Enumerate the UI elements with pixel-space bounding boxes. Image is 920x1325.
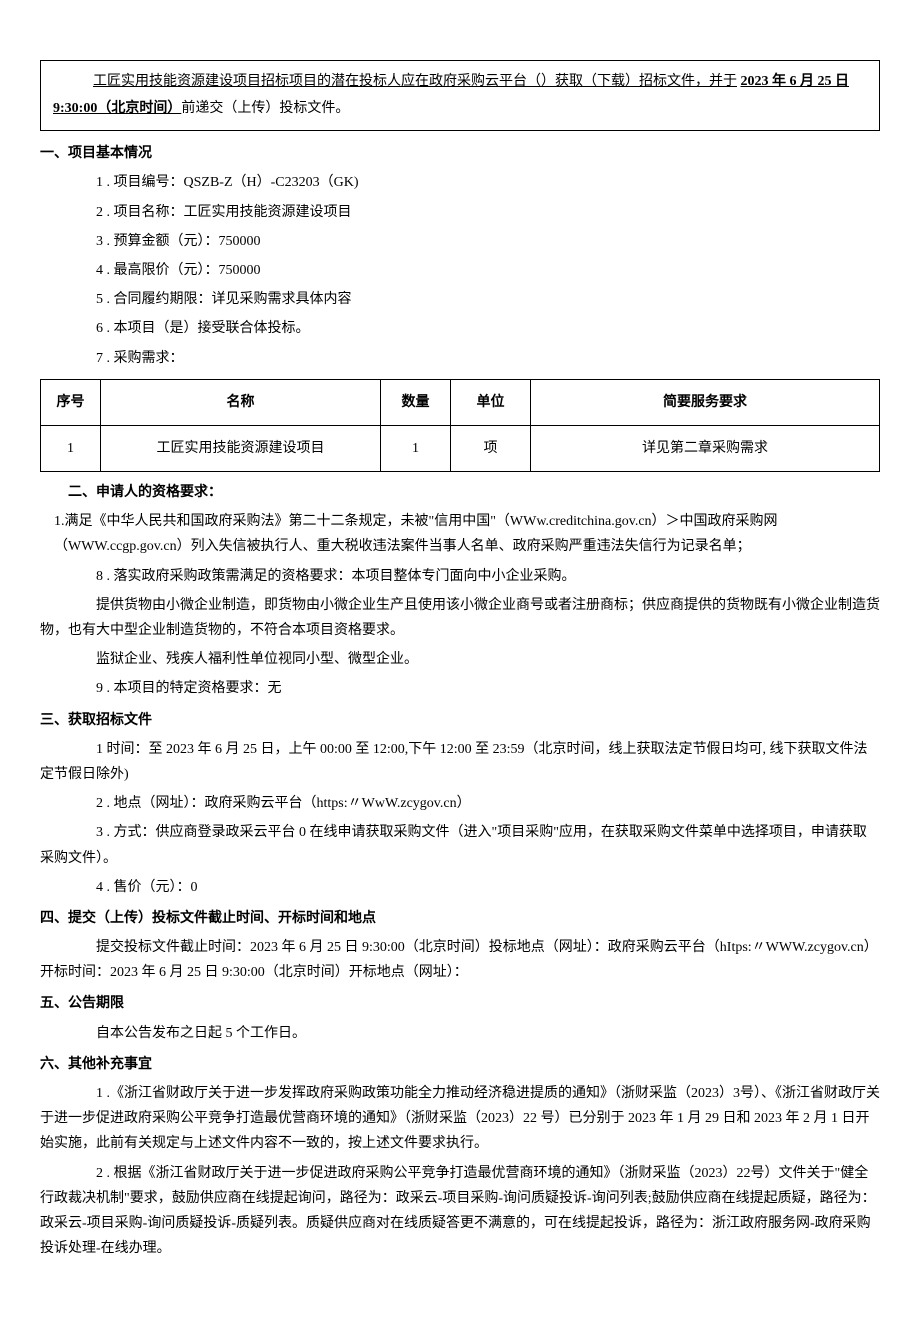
table-row: 1 工匠实用技能资源建设项目 1 项 详见第二章采购需求 — [41, 425, 880, 471]
section2-title: 二、申请人的资格要求： — [40, 480, 880, 505]
section2-item8: 8 . 落实政府采购政策需满足的资格要求：本项目整体专门面向中小企业采购。 — [40, 564, 880, 589]
th-name: 名称 — [101, 379, 381, 425]
td-req: 详见第二章采购需求 — [531, 425, 880, 471]
section4-p1-wrap: 提交投标文件截止时间：2023 年 6 月 25 日 9:30:00（北京时间）… — [40, 935, 880, 985]
th-unit: 单位 — [451, 379, 531, 425]
section4-title: 四、提交（上传）投标文件截止时间、开标时间和地点 — [40, 906, 880, 931]
section5-title: 五、公告期限 — [40, 991, 880, 1016]
section6-p2-wrap: 2 . 根据《浙江省财政厅关于进一步促进政府采购公平竞争打造最优营商环境的通知》… — [40, 1161, 880, 1262]
section1-item: 2 . 项目名称：工匠实用技能资源建设项目 — [40, 200, 880, 225]
td-name: 工匠实用技能资源建设项目 — [101, 425, 381, 471]
section5-p1: 自本公告发布之日起 5 个工作日。 — [40, 1021, 880, 1046]
section6-p1-wrap: 1 .《浙江省财政厅关于进一步发挥政府采购政策功能全力推动经济稳进提质的通知》（… — [40, 1081, 880, 1157]
section6-title: 六、其他补充事宜 — [40, 1052, 880, 1077]
table-header-row: 序号 名称 数量 单位 简要服务要求 — [41, 379, 880, 425]
notice-box: 工匠实用技能资源建设项目招标项目的潜在投标人应在政府采购云平台（）获取（下载）招… — [40, 60, 880, 131]
section3-p1: 1 时间：至 2023 年 6 月 25 日，上午 00:00 至 12:00,… — [40, 737, 880, 787]
section2-item9: 9 . 本项目的特定资格要求：无 — [40, 676, 880, 701]
section1-title: 一、项目基本情况 — [40, 141, 880, 166]
th-req: 简要服务要求 — [531, 379, 880, 425]
section3-p1-wrap: 1 时间：至 2023 年 6 月 25 日，上午 00:00 至 12:00,… — [40, 737, 880, 787]
requirements-table: 序号 名称 数量 单位 简要服务要求 1 工匠实用技能资源建设项目 1 项 详见… — [40, 379, 880, 472]
section3-p3: 3 . 方式：供应商登录政采云平台 0 在线申请获取采购文件（进入"项目采购"应… — [40, 820, 880, 870]
th-qty: 数量 — [381, 379, 451, 425]
section4-p1: 提交投标文件截止时间：2023 年 6 月 25 日 9:30:00（北京时间）… — [40, 935, 880, 985]
section3-item2: 2 . 地点（网址）：政府采购云平台（https:〃WwW.zcygov.cn） — [40, 791, 880, 816]
section1-item: 4 . 最高限价（元）：750000 — [40, 258, 880, 283]
th-seq: 序号 — [41, 379, 101, 425]
section1-item: 1 . 项目编号：QSZB-Z（H）-C23203（GK) — [40, 170, 880, 195]
section2-p2-wrap: 提供货物由小微企业制造，即货物由小微企业生产且使用该小微企业商号或者注册商标；供… — [40, 593, 880, 643]
section3-p3-wrap: 3 . 方式：供应商登录政采云平台 0 在线申请获取采购文件（进入"项目采购"应… — [40, 820, 880, 870]
section2-p3: 监狱企业、残疾人福利性单位视同小型、微型企业。 — [40, 647, 880, 672]
notice-line1: 工匠实用技能资源建设项目招标项目的潜在投标人应在政府采购云平台（）获取（下载）招… — [93, 74, 737, 89]
td-qty: 1 — [381, 425, 451, 471]
td-unit: 项 — [451, 425, 531, 471]
section1-item: 5 . 合同履约期限：详见采购需求具体内容 — [40, 287, 880, 312]
td-seq: 1 — [41, 425, 101, 471]
section2-p1: 1.满足《中华人民共和国政府采购法》第二十二条规定，未被"信用中国"（WWw.c… — [40, 509, 880, 559]
section6-p1: 1 .《浙江省财政厅关于进一步发挥政府采购政策功能全力推动经济稳进提质的通知》（… — [40, 1081, 880, 1157]
section1-item: 7 . 采购需求： — [40, 346, 880, 371]
notice-line2b: 前递交（上传）投标文件。 — [181, 101, 349, 116]
section3-item4: 4 . 售价（元）：0 — [40, 875, 880, 900]
section6-p2: 2 . 根据《浙江省财政厅关于进一步促进政府采购公平竞争打造最优营商环境的通知》… — [40, 1161, 880, 1262]
section1-item: 6 . 本项目（是）接受联合体投标。 — [40, 316, 880, 341]
section1-item: 3 . 预算金额（元）：750000 — [40, 229, 880, 254]
section3-title: 三、获取招标文件 — [40, 708, 880, 733]
section2-p2: 提供货物由小微企业制造，即货物由小微企业生产且使用该小微企业商号或者注册商标；供… — [40, 593, 880, 643]
